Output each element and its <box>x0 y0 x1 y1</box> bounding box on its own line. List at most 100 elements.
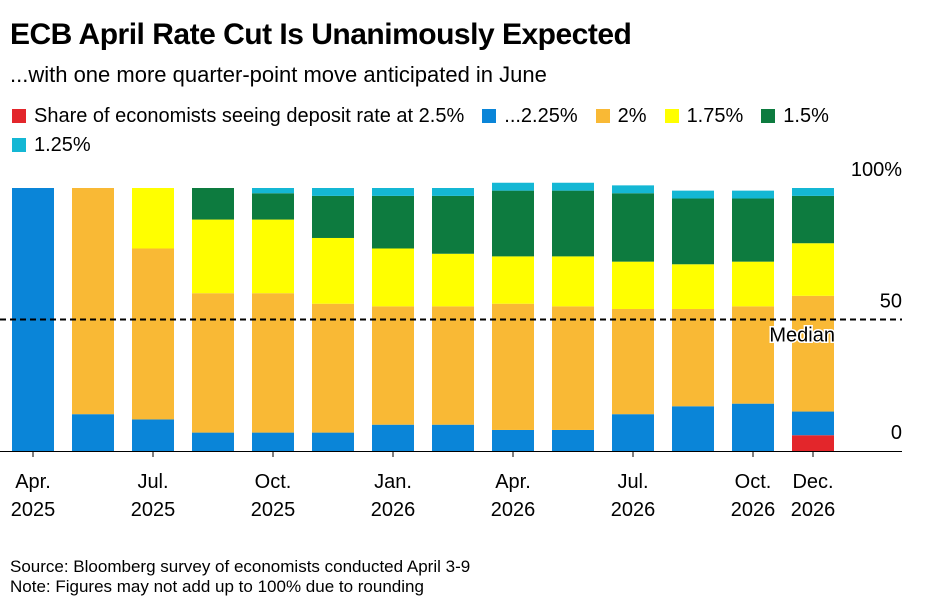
legend: Share of economists seeing deposit rate … <box>12 102 912 160</box>
bar-segment-2-25pct <box>492 429 534 451</box>
x-tick-label-month: Jul. <box>137 471 168 493</box>
bar-segment-1-75pct <box>552 256 594 307</box>
legend-swatch <box>664 109 679 123</box>
bar-segment-1-75pct <box>132 188 174 249</box>
bar-segment-1-25pct <box>492 182 534 191</box>
legend-label: 2% <box>617 105 647 127</box>
legend-swatch <box>761 109 776 123</box>
bar-segment-2pct <box>732 306 774 404</box>
legend-item-2-25pct: ...2.25% <box>482 102 578 130</box>
bar-segment-2-25pct <box>72 414 114 451</box>
x-tick-label-year: 2026 <box>791 499 836 521</box>
bar-segment-2-25pct <box>732 403 774 451</box>
bar-segment-1-5pct <box>612 193 654 262</box>
bar-segment-1-5pct <box>552 190 594 257</box>
bar-segment-2-25pct <box>552 429 594 451</box>
bar-segment-1-5pct <box>792 195 834 244</box>
bar-segment-1-5pct <box>432 195 474 254</box>
bar-segment-2-25pct <box>252 432 294 451</box>
bar-segment-2pct <box>192 293 234 433</box>
bar-segment-1-5pct <box>492 190 534 257</box>
x-tick-label-year: 2026 <box>491 499 536 521</box>
x-tick-label-year: 2026 <box>371 499 416 521</box>
chart-subtitle: ...with one more quarter-point move anti… <box>10 62 547 87</box>
bar-segment-2-25pct <box>432 424 474 451</box>
bar-segment-1-25pct <box>312 188 354 196</box>
y-tick-label: 0 <box>891 422 902 444</box>
bar-segment-2pct <box>612 308 654 415</box>
legend-item-1-25pct: 1.25% <box>12 131 91 159</box>
x-tick-label-month: Oct. <box>255 471 292 493</box>
bar-segment-1-75pct <box>612 261 654 309</box>
bar-segment-2pct <box>552 306 594 430</box>
bar-segment-2pct <box>432 306 474 425</box>
bar-segment-2pct <box>372 306 414 425</box>
bar-segment-1-5pct <box>252 193 294 220</box>
legend-swatch <box>12 109 26 123</box>
bar-segment-1-75pct <box>492 256 534 304</box>
bar-segment-2pct <box>252 293 294 433</box>
bar-segment-1-75pct <box>672 264 714 309</box>
bar-segment-2-5pct <box>792 435 834 451</box>
legend-swatch <box>482 109 497 123</box>
source-note: Source: Bloomberg survey of economists c… <box>10 557 471 576</box>
bar-segment-1-75pct <box>252 219 294 294</box>
bar-segment-1-5pct <box>672 198 714 265</box>
legend-swatch <box>595 109 610 123</box>
bar-segment-1-75pct <box>372 248 414 307</box>
x-tick-label-year: 2025 <box>251 499 296 521</box>
legend-label: Share of economists seeing deposit rate … <box>34 105 465 127</box>
x-tick-label-month: Jul. <box>617 471 648 493</box>
chart-title: ECB April Rate Cut Is Unanimously Expect… <box>10 18 632 51</box>
bar-segment-2pct <box>312 303 354 433</box>
bar-segment-1-75pct <box>792 243 834 296</box>
bar-segment-2pct <box>672 308 714 407</box>
bar-segment-1-5pct <box>372 195 414 249</box>
legend-swatch <box>12 138 26 152</box>
chart-plot: Median 100% 50 0 Apr. 2025 Jul. 2025 Oct. 2025 Jan… <box>0 159 902 521</box>
legend-item-1-75pct: 1.75% <box>664 102 744 130</box>
bar-segment-1-25pct <box>732 190 774 199</box>
median-label: Median <box>769 325 835 347</box>
legend-label: 1.5% <box>783 105 829 127</box>
bar-segment-2-25pct <box>372 424 414 451</box>
x-tick-label-year: 2025 <box>11 499 56 521</box>
legend-item-2pct: 2% <box>595 102 647 130</box>
x-tick-label-year: 2026 <box>611 499 656 521</box>
bar-segment-1-25pct <box>612 185 654 194</box>
y-tick-label: 50 <box>880 291 902 313</box>
x-tick-label-month: Jan. <box>374 471 412 493</box>
bar-segment-1-75pct <box>312 237 354 304</box>
bar-segment-2-25pct <box>192 432 234 451</box>
bar-segment-1-5pct <box>732 198 774 262</box>
bar-segment-2-25pct <box>672 406 714 451</box>
bar-segment-1-75pct <box>432 253 474 307</box>
x-tick-label-month: Dec. <box>792 471 833 493</box>
rounding-note: Note: Figures may not add up to 100% due… <box>10 577 424 596</box>
bar-segment-2-25pct <box>312 432 354 451</box>
legend-label: 1.25% <box>34 134 91 156</box>
bar-segment-2pct <box>72 188 114 415</box>
bar-segment-1-5pct <box>192 188 234 220</box>
bar-segment-1-5pct <box>312 195 354 238</box>
bar-segment-2pct <box>132 248 174 420</box>
bar-segment-2-25pct <box>132 419 174 451</box>
bar-segment-2-25pct <box>612 414 654 451</box>
bar-segment-2pct <box>792 295 834 412</box>
bar-segment-1-25pct <box>432 188 474 196</box>
legend-label: 1.75% <box>686 105 744 127</box>
bar-segment-1-25pct <box>372 188 414 196</box>
legend-label: ...2.25% <box>504 105 578 127</box>
x-tick-label-year: 2026 <box>731 499 776 521</box>
legend-item-2-5pct: Share of economists seeing deposit rate … <box>12 102 464 130</box>
bar-segment-1-25pct <box>672 190 714 199</box>
bar-segment-1-25pct <box>552 182 594 191</box>
x-tick-label-month: Apr. <box>495 471 531 493</box>
bar-segment-1-75pct <box>192 219 234 294</box>
bar-segment-1-75pct <box>732 261 774 307</box>
bar-segment-1-25pct <box>252 188 294 194</box>
bar-segment-1-25pct <box>792 188 834 196</box>
y-tick-label: 100% <box>851 159 902 181</box>
legend-item-1-5pct: 1.5% <box>761 102 829 130</box>
x-tick-label-month: Apr. <box>15 471 51 493</box>
